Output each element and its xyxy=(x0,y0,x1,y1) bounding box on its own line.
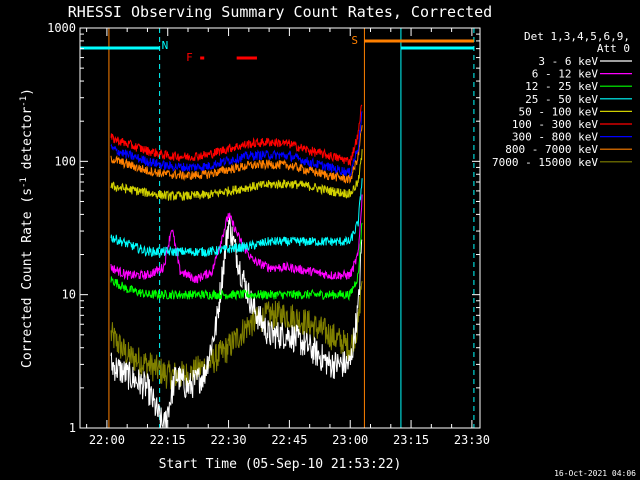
series-line xyxy=(110,178,363,258)
night-bar xyxy=(80,46,160,50)
series-line xyxy=(110,111,363,177)
legend-label: 300 - 800 keV xyxy=(512,131,598,144)
legend-label: 100 - 300 keV xyxy=(512,118,598,131)
x-tick-label: 22:30 xyxy=(211,433,247,447)
flare-bar xyxy=(236,56,257,60)
legend-label: 800 - 7000 keV xyxy=(505,143,598,156)
flare-bar xyxy=(200,56,205,60)
x-tick-label: 23:15 xyxy=(393,433,429,447)
y-tick-label: 100 xyxy=(54,154,76,168)
legend-label: 25 - 50 keV xyxy=(525,93,598,106)
saa-bar xyxy=(364,39,474,43)
timestamp: 16-Oct-2021 04:06 xyxy=(554,469,636,478)
legend-label: 50 - 100 keV xyxy=(519,105,599,118)
series-line xyxy=(110,125,363,185)
flare-flag-label: F xyxy=(186,51,193,64)
x-tick-label: 22:45 xyxy=(271,433,307,447)
legend-label: 7000 - 15000 keV xyxy=(492,156,598,169)
night-bar xyxy=(400,46,474,50)
x-tick-label: 22:15 xyxy=(150,433,186,447)
y-axis-label: Corrected Count Rate (s-1 detector-1) xyxy=(19,88,35,368)
y-axis-label-exp1: -1 xyxy=(19,177,29,188)
y-tick-label: 10 xyxy=(62,288,76,302)
flags-layer: N F S xyxy=(80,34,474,64)
x-tick-label: 23:30 xyxy=(454,433,490,447)
night-flag-label: N xyxy=(162,39,169,52)
plot-frame xyxy=(79,27,481,429)
x-axis-label: Start Time (05-Sep-10 21:53:22) xyxy=(159,457,402,472)
legend-label: 12 - 25 keV xyxy=(525,80,598,93)
legend-header-1: Det 1,3,4,5,6,9, xyxy=(524,30,630,43)
y-axis-label-end: ) xyxy=(20,88,35,96)
series-line xyxy=(110,222,363,302)
series-layer xyxy=(110,104,363,429)
x-tick-label: 23:00 xyxy=(332,433,368,447)
series-line xyxy=(110,104,363,167)
saa-flag-label: S xyxy=(351,34,358,47)
y-axis-label-exp2: -1 xyxy=(19,96,29,107)
chart-title: RHESSI Observing Summary Count Rates, Co… xyxy=(68,3,492,21)
legend-header-2: Att 0 xyxy=(597,42,630,55)
legend-label: 3 - 6 keV xyxy=(538,55,598,68)
series-line xyxy=(110,216,363,429)
legend-label: 6 - 12 keV xyxy=(532,68,599,81)
x-axis: 22:00 22:15 22:30 22:45 23:00 23:15 23:30 xyxy=(86,28,490,447)
series-line xyxy=(110,194,363,284)
y-axis-label-main: Corrected Count Rate (s xyxy=(20,188,35,368)
y-tick-label: 1 xyxy=(69,421,76,435)
y-axis-label-mid: detector xyxy=(20,107,35,178)
y-axis: 1 10 100 1000 xyxy=(47,21,480,435)
x-tick-label: 22:00 xyxy=(89,433,125,447)
series-line xyxy=(110,149,363,201)
series-line xyxy=(110,281,363,390)
y-tick-label: 1000 xyxy=(47,21,76,35)
